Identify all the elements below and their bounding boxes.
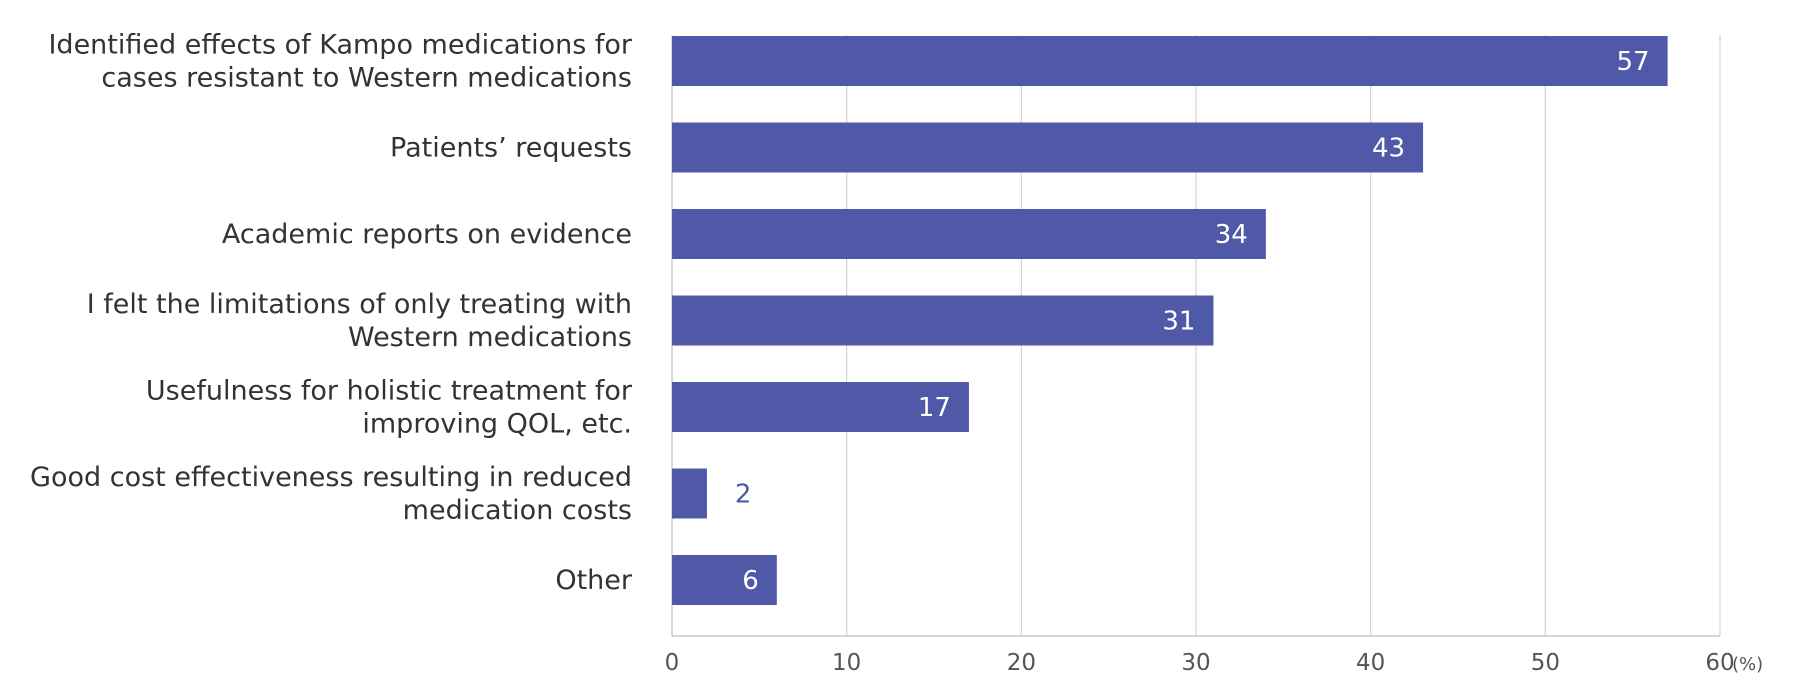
x-tick-label: 40 xyxy=(1356,650,1385,676)
category-label-line: Good cost effectiveness resulting in red… xyxy=(30,462,632,493)
data-label: 31 xyxy=(1162,307,1195,337)
category-label-line: Western medications xyxy=(348,322,632,353)
category-label-line: Identified effects of Kampo medications … xyxy=(48,30,632,61)
x-tick-label: 20 xyxy=(1007,650,1036,676)
data-label: 34 xyxy=(1215,220,1248,250)
category-label-line: improving QOL, etc. xyxy=(362,409,632,440)
bar xyxy=(672,468,707,519)
category-label-line: medication costs xyxy=(403,495,632,526)
data-label: 6 xyxy=(742,566,759,596)
bar xyxy=(672,382,969,432)
x-tick-label: 0 xyxy=(665,650,680,676)
data-label: 57 xyxy=(1617,47,1650,77)
category-label: Other xyxy=(555,565,633,596)
category-label-line: Academic reports on evidence xyxy=(222,219,632,250)
bar xyxy=(672,122,1424,173)
category-label-line: cases resistant to Western medications xyxy=(101,63,632,94)
bar xyxy=(672,555,777,605)
category-label: Patients’ requests xyxy=(390,133,632,164)
category-label-line: Other xyxy=(555,565,633,596)
category-label-line: I felt the limitations of only treating … xyxy=(87,289,632,320)
bar xyxy=(672,295,1214,346)
data-label: 2 xyxy=(735,480,752,510)
category-label-line: Patients’ requests xyxy=(390,133,632,164)
category-label: Identified effects of Kampo medications … xyxy=(48,30,632,94)
bar xyxy=(672,209,1266,259)
category-label-line: Usefulness for holistic treatment for xyxy=(146,376,633,407)
x-tick-label: 10 xyxy=(832,650,861,676)
category-label: Good cost effectiveness resulting in red… xyxy=(30,462,632,526)
bar xyxy=(672,36,1668,86)
x-tick-label: 50 xyxy=(1531,650,1560,676)
data-label: 43 xyxy=(1372,134,1405,164)
data-label: 17 xyxy=(918,393,951,423)
category-label: Usefulness for holistic treatment for imp… xyxy=(146,376,633,440)
category-label: Academic reports on evidence xyxy=(222,219,632,250)
x-tick-label: 30 xyxy=(1181,650,1210,676)
category-label: I felt the limitations of only treating … xyxy=(87,289,632,353)
x-unit-label: (%) xyxy=(1732,654,1763,675)
x-tick-label: 60 xyxy=(1705,650,1734,676)
